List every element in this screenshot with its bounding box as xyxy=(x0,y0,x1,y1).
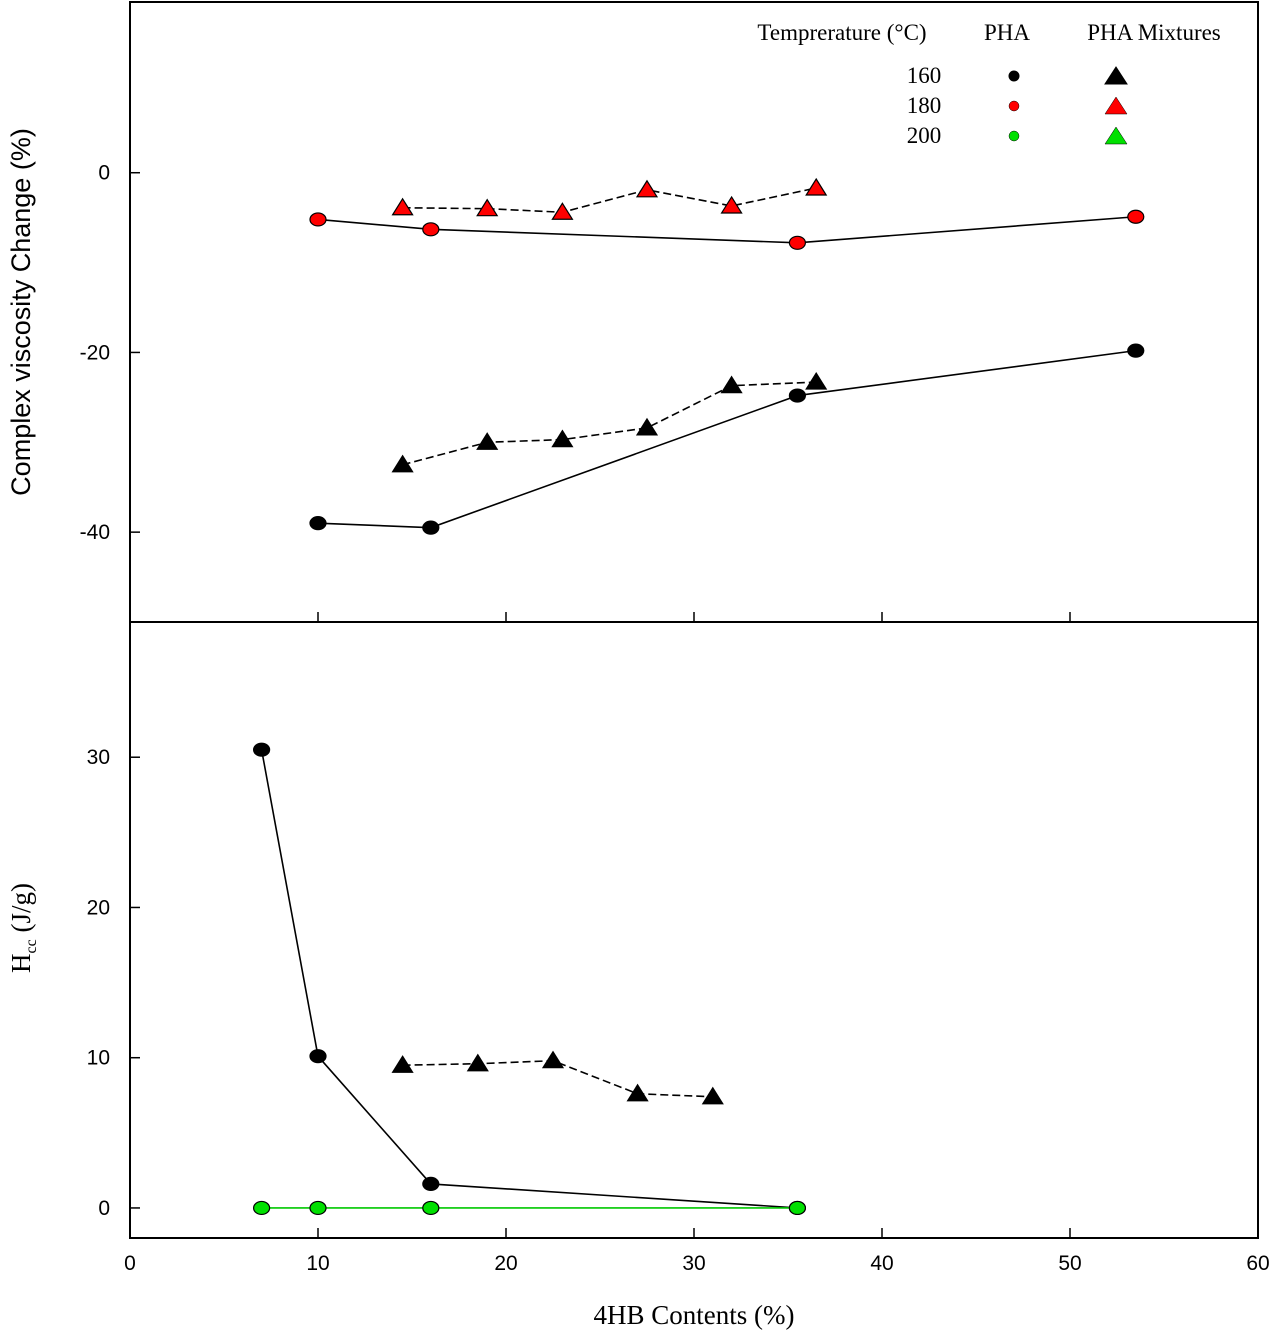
bottom-point-160-PHA-Mixtures xyxy=(626,1083,649,1102)
bottom-y-tick-label: 0 xyxy=(98,1197,110,1220)
x-tick-label: 10 xyxy=(306,1252,329,1275)
x-tick-label: 60 xyxy=(1246,1252,1269,1275)
x-tick-label: 20 xyxy=(494,1252,517,1275)
bottom-point-160-PHA-Mixtures xyxy=(541,1050,565,1069)
bottom-y-axis-title-sub: cc xyxy=(23,939,40,953)
bottom-series-line-160-PHA xyxy=(260,749,798,1209)
x-tick-label: 30 xyxy=(682,1252,705,1275)
bottom-y-axis-title-unit: (J/g) xyxy=(6,883,36,939)
top-y-tick-label: -40 xyxy=(80,521,110,544)
bottom-y-axis-title: Hcc (J/g) xyxy=(6,883,40,973)
bottom-series-layer xyxy=(253,742,807,1216)
top-point-180-PHA xyxy=(788,235,807,250)
legend-row-160-label: 160 xyxy=(907,63,942,88)
top-point-180-PHA-Mixtures xyxy=(551,202,574,220)
top-point-160-PHA-Mixtures xyxy=(391,454,414,473)
legend-header-temperature: Temprerature (°C) xyxy=(757,20,926,45)
legend-180-mixture-marker xyxy=(1104,96,1128,115)
top-point-160-PHA xyxy=(309,516,327,531)
bottom-y-tick-label: 10 xyxy=(87,1047,110,1070)
top-point-160-PHA-Mixtures xyxy=(551,429,574,448)
x-tick-label: 40 xyxy=(870,1252,893,1275)
bottom-point-160-PHA-Mixtures xyxy=(701,1086,724,1105)
bottom-point-160-PHA-Mixtures xyxy=(391,1055,414,1073)
top-series-line-160-PHA xyxy=(317,349,1136,529)
x-tick-label: 50 xyxy=(1058,1252,1081,1275)
legend-160-pha-marker xyxy=(1008,70,1020,82)
bottom-point-200-PHA xyxy=(309,1200,327,1216)
legend-200-pha-marker xyxy=(1008,130,1020,142)
legend-200-mixture-marker xyxy=(1104,126,1128,145)
bottom-point-160-PHA xyxy=(309,1049,327,1064)
bottom-panel-frame xyxy=(129,621,1259,1239)
top-series-layer xyxy=(309,177,1145,535)
top-point-180-PHA-Mixtures xyxy=(805,177,828,196)
legend: Temprerature (°C) PHA PHA Mixtures 160 1… xyxy=(757,20,1220,148)
legend-header-pha: PHA xyxy=(984,20,1030,45)
top-point-180-PHA xyxy=(1127,209,1145,224)
top-point-180-PHA-Mixtures xyxy=(635,179,659,198)
bottom-y-tick-label: 30 xyxy=(87,746,110,769)
top-point-180-PHA xyxy=(422,222,440,237)
top-point-160-PHA xyxy=(788,388,807,403)
bottom-point-200-PHA xyxy=(422,1200,440,1216)
top-point-180-PHA-Mixtures xyxy=(476,198,499,217)
legend-row-180-label: 180 xyxy=(907,93,942,118)
top-y-tick-label: 0 xyxy=(98,162,110,185)
top-point-180-PHA xyxy=(309,212,327,227)
top-point-160-PHA-Mixtures xyxy=(476,432,499,450)
bottom-point-160-PHA xyxy=(253,742,271,757)
x-tick-label: 0 xyxy=(124,1252,136,1275)
legend-row-200-label: 200 xyxy=(907,123,942,148)
top-point-160-PHA xyxy=(422,520,440,535)
top-point-160-PHA-Mixtures xyxy=(720,375,743,394)
top-series-line-180-PHA xyxy=(317,215,1136,244)
bottom-point-200-PHA xyxy=(788,1200,807,1216)
legend-header-pha-mixtures: PHA Mixtures xyxy=(1087,20,1221,45)
top-point-160-PHA-Mixtures xyxy=(635,417,659,436)
bottom-y-ticks: 0 10 20 30 xyxy=(87,746,140,1220)
bottom-point-200-PHA xyxy=(253,1200,271,1216)
top-y-ticks: 0 -20 -40 xyxy=(80,162,140,544)
top-y-tick-label: -20 xyxy=(80,341,110,364)
top-point-160-PHA xyxy=(1127,343,1145,358)
top-point-160-PHA-Mixtures xyxy=(805,371,828,390)
bottom-point-160-PHA xyxy=(422,1176,440,1192)
legend-180-pha-marker xyxy=(1008,100,1020,112)
bottom-y-tick-label: 20 xyxy=(87,896,110,919)
top-series-line-180-PHA-Mixtures xyxy=(402,187,817,214)
bottom-y-axis-title-main: H xyxy=(6,953,36,973)
top-panel-frame xyxy=(129,1,1259,623)
top-series-line-160-PHA-Mixtures xyxy=(402,381,817,466)
top-point-180-PHA-Mixtures xyxy=(391,197,414,216)
top-point-180-PHA-Mixtures xyxy=(720,195,743,214)
x-ticks: 0 10 20 30 40 50 60 xyxy=(124,612,1270,1275)
top-y-axis-title: Complex viscosity Change (%) xyxy=(6,128,36,496)
x-axis-title: 4HB Contents (%) xyxy=(594,1300,795,1330)
legend-160-mixture-marker xyxy=(1104,66,1128,85)
bottom-point-160-PHA-Mixtures xyxy=(466,1053,489,1072)
